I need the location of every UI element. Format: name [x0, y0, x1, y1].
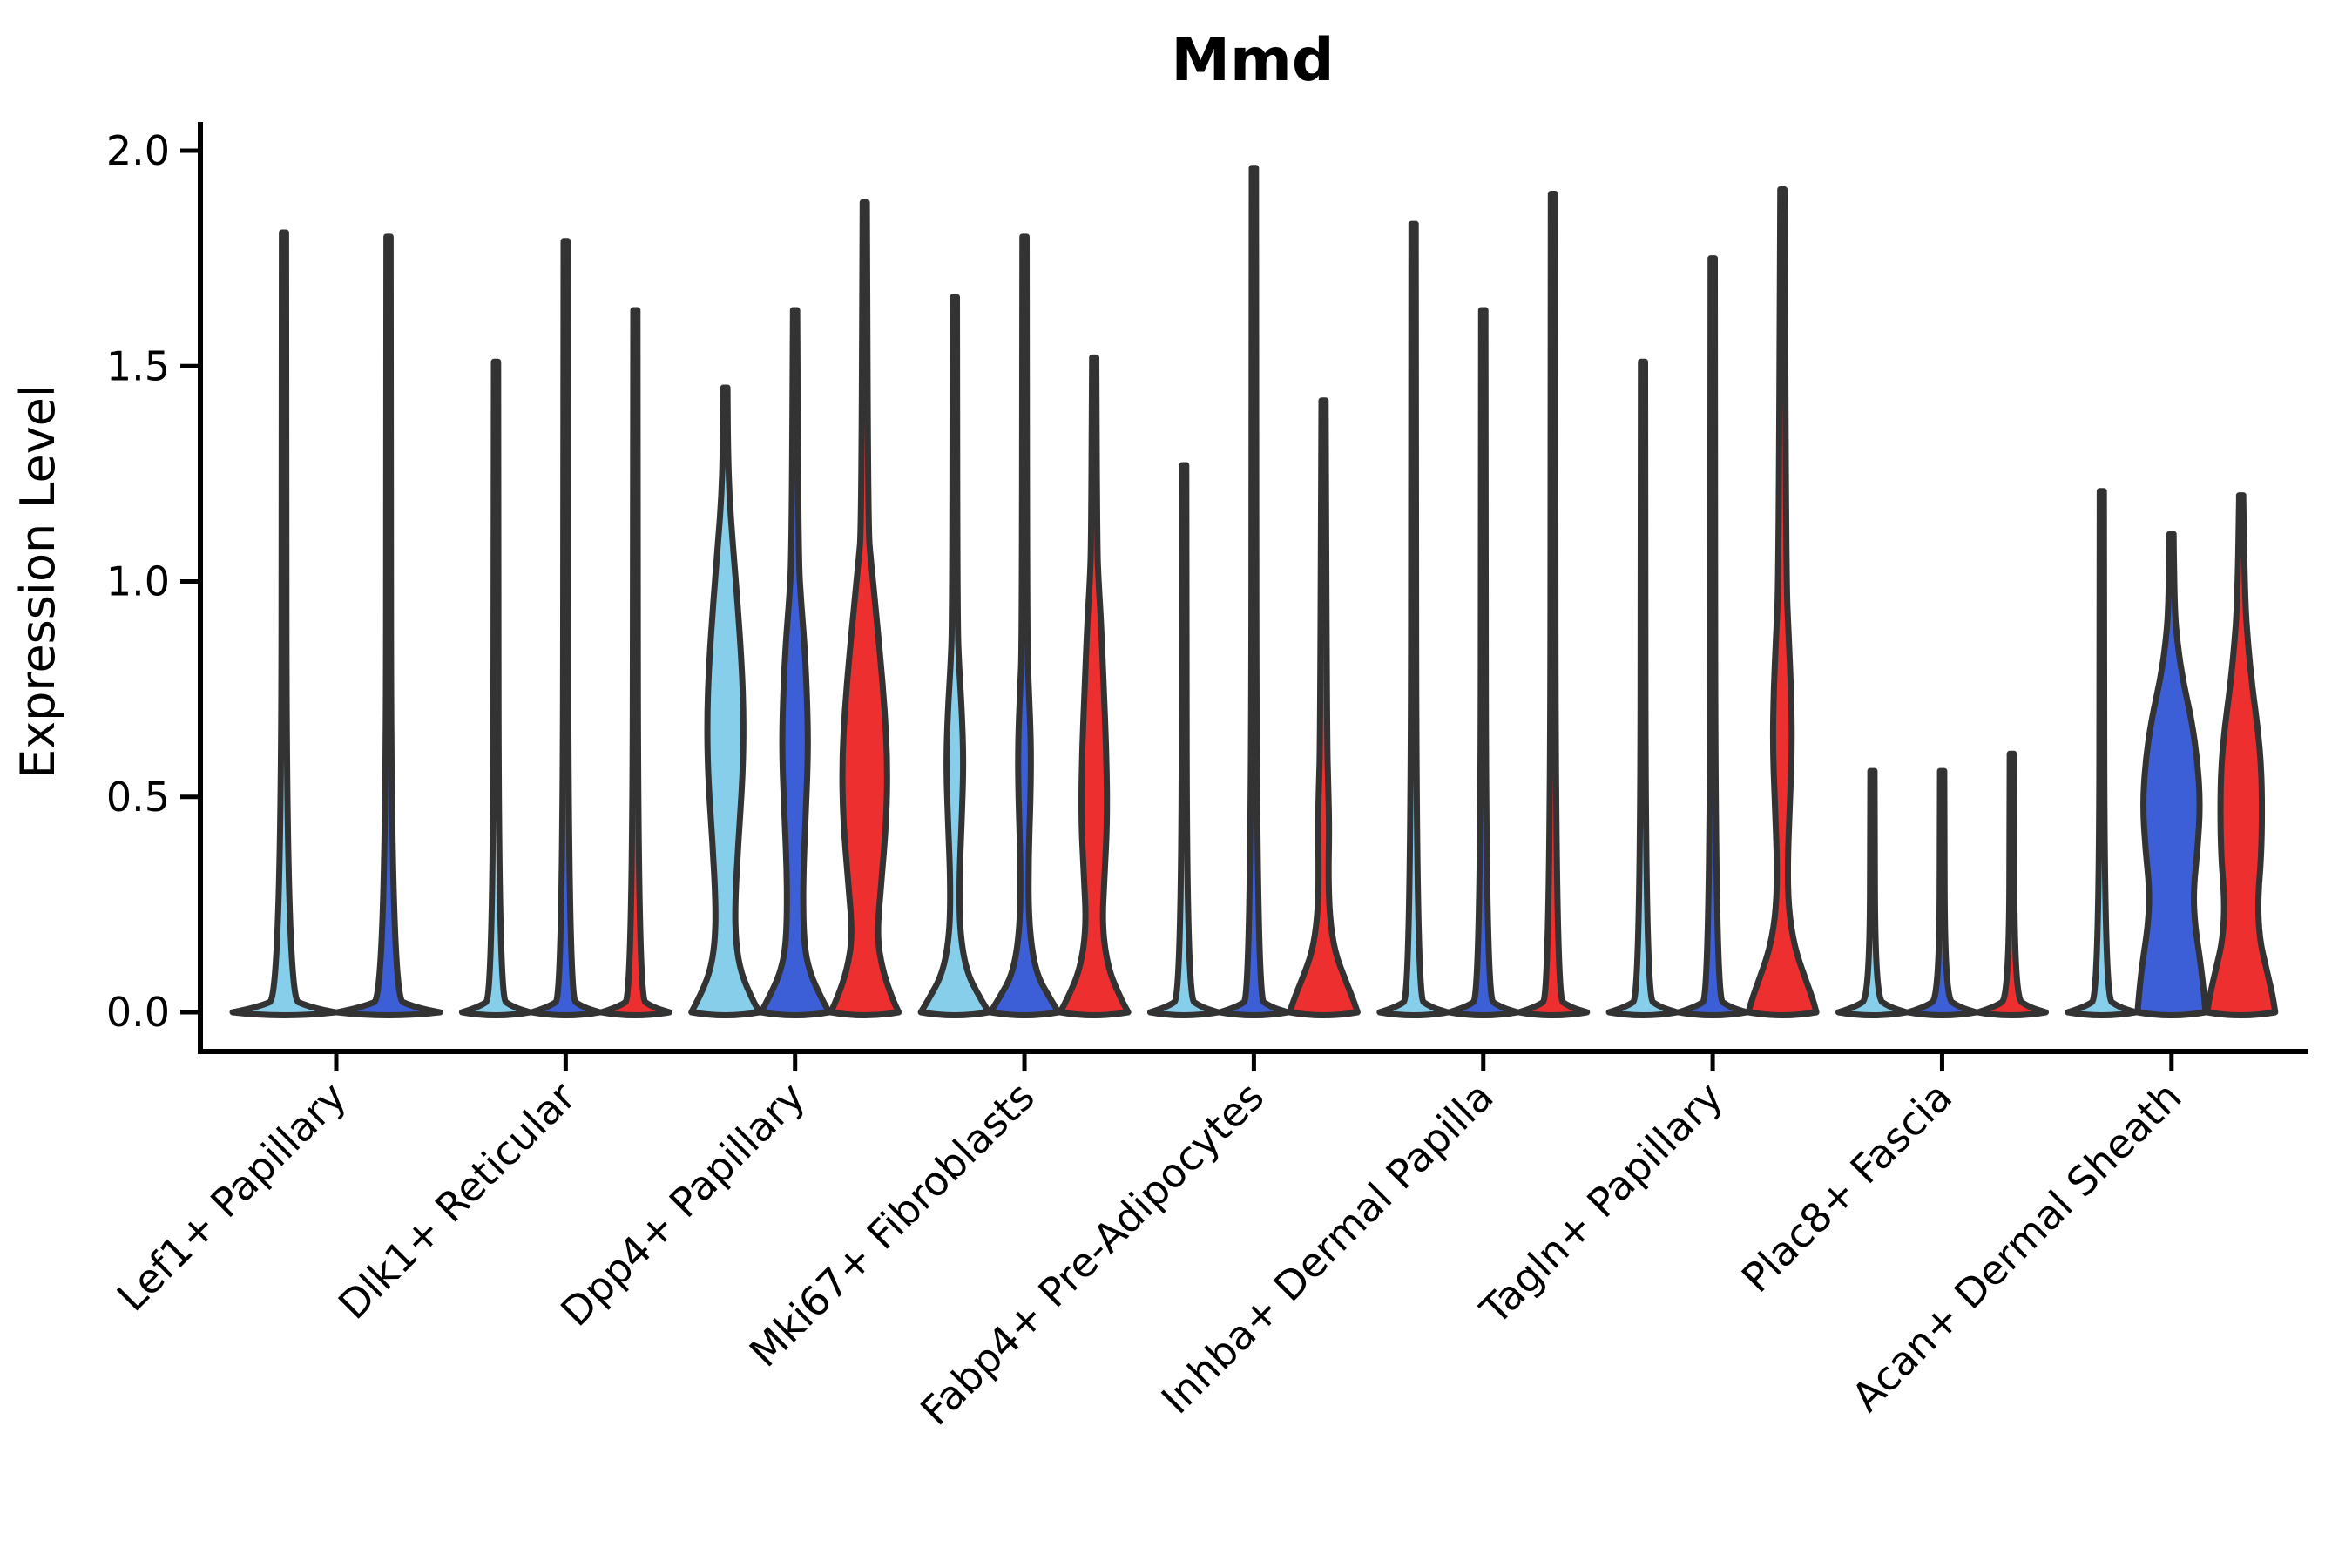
violin-0-0 — [229, 229, 339, 1018]
violin-4-0 — [1146, 462, 1221, 1018]
y-tick-label: 0.0 — [106, 989, 170, 1036]
violin-6-2 — [1745, 186, 1820, 1018]
violin-5-2 — [1516, 191, 1591, 1018]
violin-1-2 — [598, 307, 672, 1018]
violin-6-0 — [1605, 358, 1680, 1018]
y-tick-label: 1.5 — [106, 342, 170, 389]
x-tick-label: Plac8+ Fascia — [1733, 1073, 1961, 1301]
violin-3-0 — [917, 294, 992, 1018]
y-axis-label: Expression Level — [10, 384, 65, 779]
x-tick-label: Dpp4+ Papillary — [551, 1073, 814, 1335]
violin-7-0 — [1835, 767, 1909, 1018]
y-tick-label: 1.0 — [106, 558, 170, 605]
x-tick-label: Lef1+ Papillary — [108, 1073, 355, 1321]
violin-5-1 — [1446, 307, 1521, 1018]
violin-6-1 — [1675, 255, 1750, 1018]
violin-7-2 — [1975, 750, 2049, 1018]
violin-7-1 — [1905, 767, 1979, 1018]
violin-3-1 — [987, 233, 1062, 1018]
violin-1-0 — [458, 358, 533, 1018]
y-tick-label: 0.5 — [106, 774, 170, 821]
violin-2-2 — [828, 199, 902, 1018]
violin-8-1 — [2134, 531, 2209, 1018]
violin-3-2 — [1057, 354, 1132, 1018]
x-tick-label: Tagln+ Papillary — [1470, 1073, 1732, 1335]
y-tick-label: 2.0 — [106, 127, 170, 174]
chart-title: Mmd — [1171, 26, 1334, 95]
violin-2-1 — [758, 307, 833, 1018]
violin-0-1 — [334, 233, 443, 1018]
violin-4-2 — [1286, 397, 1361, 1018]
violin-5-0 — [1376, 220, 1451, 1018]
violin-4-1 — [1216, 165, 1291, 1018]
violin-8-2 — [2204, 492, 2279, 1018]
violin-1-1 — [528, 238, 603, 1018]
x-tick-label: Dlk1+ Reticular — [329, 1073, 585, 1328]
violin-8-0 — [2065, 488, 2139, 1018]
violin-2-0 — [688, 384, 763, 1018]
